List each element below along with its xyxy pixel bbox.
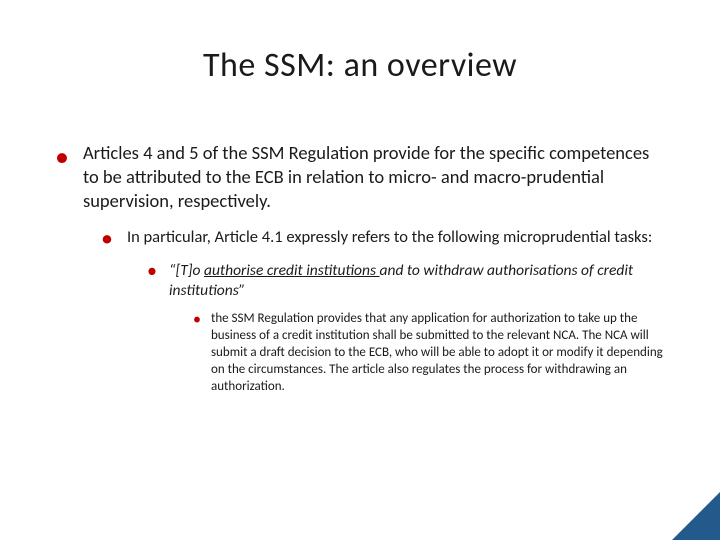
underlined-text: authorise credit institutions — [204, 261, 380, 280]
bullet-level-2: • In particular, Article 4.1 expressly r… — [101, 227, 665, 251]
bullet-text: In particular, Article 4.1 expressly ref… — [127, 227, 652, 248]
bullet-level-1: • Articles 4 and 5 of the SSM Regulation… — [55, 141, 665, 213]
slide: The SSM: an overview • Articles 4 and 5 … — [0, 0, 720, 540]
slide-title: The SSM: an overview — [55, 45, 665, 86]
bullet-text: Articles 4 and 5 of the SSM Regulation p… — [83, 141, 665, 213]
bullet-dot-icon: • — [193, 312, 201, 328]
bullet-level-4: • the SSM Regulation provides that any a… — [193, 311, 665, 395]
bullet-text: the SSM Regulation provides that any app… — [211, 311, 665, 395]
corner-accent — [672, 492, 720, 540]
bullet-text: “[T]o authorise credit institutions and … — [169, 261, 665, 301]
bullet-dot-icon: • — [101, 227, 113, 251]
bullet-level-3: • “[T]o authorise credit institutions an… — [147, 261, 665, 301]
text-fragment: “[T]o — [169, 261, 204, 280]
bullet-dot-icon: • — [147, 261, 157, 281]
bullet-dot-icon: • — [55, 143, 69, 171]
